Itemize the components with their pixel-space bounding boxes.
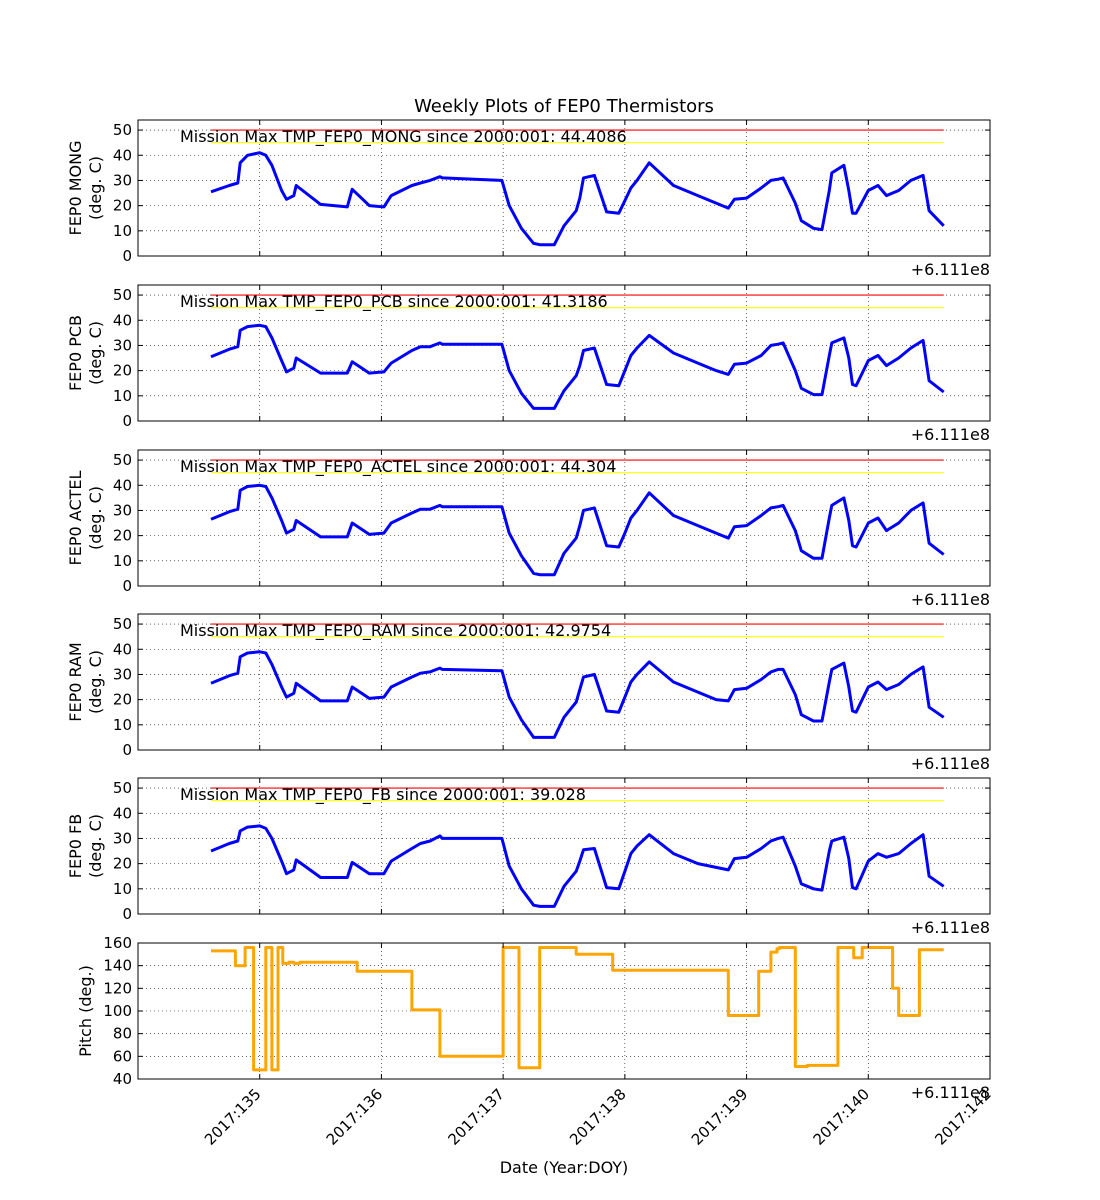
- y-tick-label: 0: [122, 905, 132, 923]
- y-tick-label: 140: [103, 957, 132, 975]
- y-axis-label: (deg. C): [86, 321, 105, 385]
- y-tick-label: 30: [113, 336, 132, 354]
- y-tick-label: 50: [113, 451, 132, 469]
- y-tick-label: 10: [113, 552, 132, 570]
- x-offset-text: +6.111e8: [911, 590, 990, 609]
- y-tick-label: 40: [113, 146, 132, 164]
- y-tick-label: 10: [113, 387, 132, 405]
- y-tick-label: 20: [113, 527, 132, 545]
- y-tick-label: 40: [113, 476, 132, 494]
- series-line-ram: [210, 650, 945, 739]
- y-axis-label: (deg. C): [86, 814, 105, 878]
- y-tick-label: 30: [113, 501, 132, 519]
- y-axis-label: FEP0 FB: [66, 814, 85, 878]
- panel-fb: 0 10 20 30 40 50 FEP0 FB (deg. C) Mission Max TM…: [66, 777, 991, 937]
- y-tick-label: 30: [113, 171, 132, 189]
- series-line-pcb: [210, 323, 945, 410]
- axes-frame: [137, 613, 991, 751]
- mission-max-annotation: Mission Max TMP_FEP0_RAM since 2000:001:…: [180, 621, 611, 641]
- panel-ram: 0 10 20 30 40 50 FEP0 RAM (deg. C) Mission Max T…: [66, 613, 991, 773]
- series-line-actel: [210, 483, 945, 577]
- y-tick-label: 20: [113, 855, 132, 873]
- axes-frame: [137, 777, 991, 915]
- panel-actel: 0 10 20 30 40 50 FEP0 ACTEL (deg. C) Mission Max…: [66, 449, 991, 609]
- x-offset-text: +6.111e8: [911, 260, 990, 279]
- y-tick-label: 0: [122, 247, 132, 265]
- axes-frame: [137, 449, 991, 587]
- y-tick-label: 50: [113, 286, 132, 304]
- y-tick-label: 20: [113, 362, 132, 380]
- y-tick-label: 0: [122, 741, 132, 759]
- mission-max-annotation: Mission Max TMP_FEP0_PCB since 2000:001:…: [180, 292, 608, 312]
- series-line-mong: [210, 151, 945, 247]
- x-offset-text: +6.111e8: [911, 918, 990, 937]
- mission-max-annotation: Mission Max TMP_FEP0_MONG since 2000:001…: [180, 127, 627, 147]
- y-tick-label: 20: [113, 197, 132, 215]
- axes-frame: [137, 284, 991, 422]
- y-tick-label: 120: [103, 979, 132, 997]
- y-axis-label: FEP0 MONG: [66, 141, 85, 236]
- y-tick-label: 30: [113, 829, 132, 847]
- mission-max-annotation: Mission Max TMP_FEP0_ACTEL since 2000:00…: [180, 457, 616, 477]
- y-tick-label: 0: [122, 412, 132, 430]
- y-tick-label: 60: [113, 1047, 132, 1065]
- y-tick-label: 40: [113, 804, 132, 822]
- panel-pitch: 40 60 80 100 120 140 160 Pitch (deg.) +6.111e8: [76, 934, 991, 1102]
- y-tick-label: 50: [113, 615, 132, 633]
- chart-title: Weekly Plots of FEP0 Thermistors: [414, 96, 714, 117]
- x-offset-text: +6.111e8: [911, 1083, 990, 1102]
- y-tick-label: 10: [113, 880, 132, 898]
- y-tick-label: 40: [113, 640, 132, 658]
- y-axis-label: FEP0 RAM: [66, 642, 85, 721]
- y-tick-label: 10: [113, 222, 132, 240]
- y-tick-label: 50: [113, 121, 132, 139]
- y-tick-label: 30: [113, 665, 132, 683]
- y-tick-label: 100: [103, 1002, 132, 1020]
- series-line-pitch: [211, 946, 944, 1072]
- y-axis-label: (deg. C): [86, 156, 105, 220]
- y-tick-label: 20: [113, 691, 132, 709]
- mission-max-annotation: Mission Max TMP_FEP0_FB since 2000:001: …: [180, 785, 586, 805]
- y-tick-label: 80: [113, 1025, 132, 1043]
- axes-frame: [137, 119, 991, 257]
- y-axis-label: FEP0 ACTEL: [66, 470, 85, 565]
- series-line-fb: [210, 824, 945, 908]
- y-axis-label: (deg. C): [86, 486, 105, 550]
- x-axis-label: Date (Year:DOY): [500, 1158, 629, 1177]
- y-tick-label: 0: [122, 577, 132, 595]
- y-tick-label: 40: [113, 1070, 132, 1088]
- y-tick-label: 160: [103, 934, 132, 952]
- y-tick-label: 10: [113, 716, 132, 734]
- y-tick-label: 50: [113, 779, 132, 797]
- x-offset-text: +6.111e8: [911, 754, 990, 773]
- y-axis-label: FEP0 PCB: [66, 315, 85, 391]
- panel-pcb: 0 10 20 30 40 50 FEP0 PCB (deg. C) Mission Max T…: [66, 284, 991, 444]
- panel-mong: 0 10 20 30 40 50 FEP0 MONG (deg. C) Mission Max …: [66, 119, 991, 279]
- y-axis-label: (deg. C): [86, 650, 105, 714]
- y-tick-label: 40: [113, 311, 132, 329]
- y-axis-label: Pitch (deg.): [76, 965, 95, 1057]
- x-offset-text: +6.111e8: [911, 425, 990, 444]
